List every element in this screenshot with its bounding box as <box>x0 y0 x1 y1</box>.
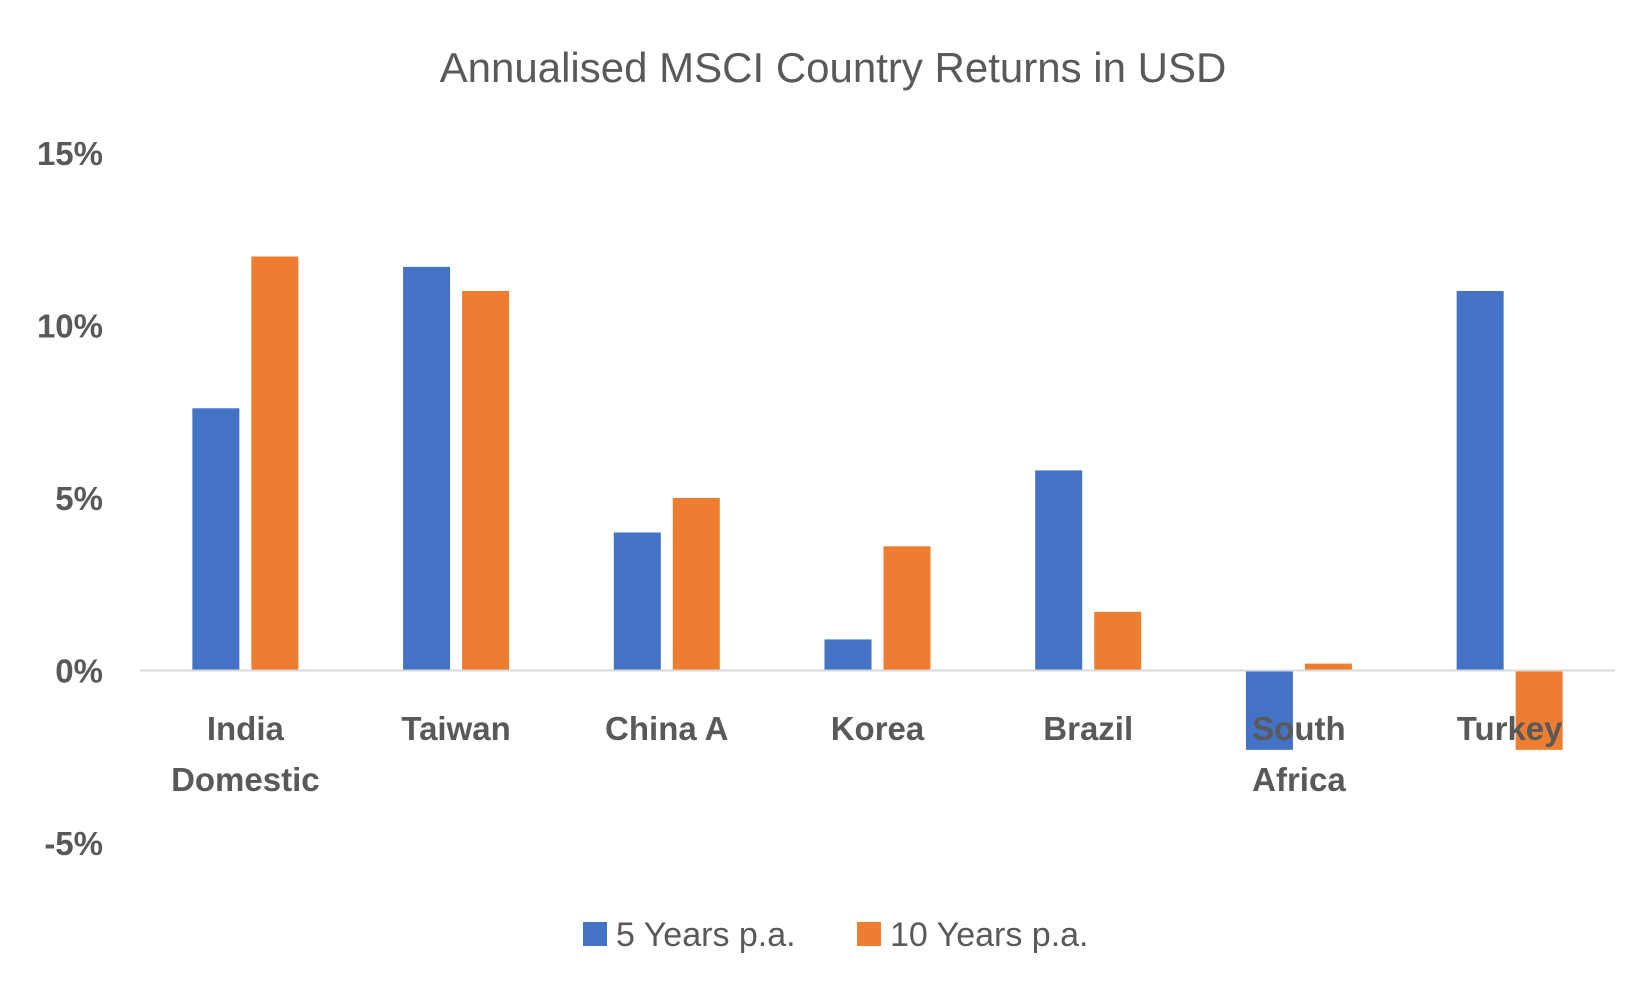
bar-five-year-5 <box>1245 670 1293 750</box>
y-tick-label: 5% <box>55 480 103 517</box>
legend-label: 5 Years p.a. <box>616 916 796 954</box>
x-tick-label: South <box>1252 710 1345 747</box>
legend-swatch <box>583 922 607 946</box>
bar-ten-year-1 <box>462 291 510 671</box>
x-tick-label: Taiwan <box>401 710 510 747</box>
x-tick-label: Turkey <box>1457 710 1563 747</box>
bar-ten-year-2 <box>672 498 720 671</box>
x-tick-label: China A <box>605 710 728 747</box>
bar-five-year-4 <box>1035 470 1083 671</box>
bar-ten-year-5 <box>1304 663 1352 671</box>
bar-five-year-3 <box>824 639 872 671</box>
x-tick-label: Domestic <box>171 761 320 798</box>
y-tick-label: -5% <box>44 825 103 862</box>
y-axis-ticks: -5% 0% 5% 10% 15% <box>37 135 103 862</box>
bar-ten-year-3 <box>883 546 931 671</box>
chart-title: Annualised MSCI Country Returns in USD <box>440 44 1227 91</box>
y-tick-label: 15% <box>37 135 103 172</box>
x-axis-ticks: India Domestic Taiwan China A Korea Brazil Sou… <box>171 710 1563 798</box>
legend-swatch <box>857 922 881 946</box>
bar-five-year-6 <box>1456 291 1504 671</box>
bar-five-year-0 <box>192 408 240 671</box>
bar-ten-year-4 <box>1094 611 1142 671</box>
bar-ten-year-6 <box>1515 670 1563 750</box>
x-tick-label: Korea <box>831 710 925 747</box>
bar-five-year-2 <box>613 532 661 671</box>
bars-group <box>192 256 1563 750</box>
legend-label: 10 Years p.a. <box>890 916 1089 954</box>
bar-ten-year-0 <box>251 256 299 671</box>
y-tick-label: 0% <box>55 653 103 690</box>
bar-five-year-1 <box>403 266 451 671</box>
x-tick-label: Brazil <box>1043 710 1133 747</box>
y-tick-label: 10% <box>37 308 103 345</box>
x-tick-label: India <box>207 710 285 747</box>
legend: 5 Years p.a. 10 Years p.a. <box>583 916 1089 954</box>
x-tick-label: Africa <box>1252 761 1346 798</box>
